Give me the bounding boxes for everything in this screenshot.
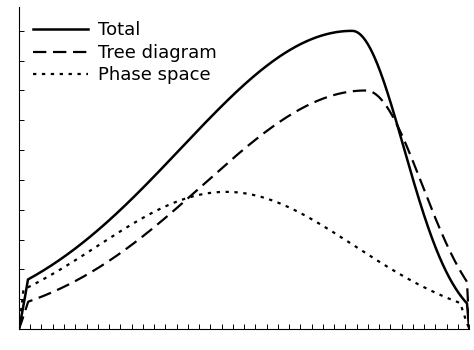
Tree diagram bbox=[453, 261, 459, 266]
Total bbox=[371, 54, 376, 58]
Total bbox=[466, 327, 472, 331]
Total bbox=[454, 288, 459, 292]
Line: Phase space: Phase space bbox=[19, 192, 469, 329]
Phase space bbox=[223, 190, 229, 194]
Tree diagram bbox=[371, 91, 376, 95]
Total bbox=[349, 29, 355, 33]
Legend: Total, Tree diagram, Phase space: Total, Tree diagram, Phase space bbox=[28, 16, 223, 90]
Phase space bbox=[371, 256, 376, 260]
Total bbox=[453, 287, 459, 292]
Tree diagram bbox=[466, 327, 472, 331]
Total bbox=[235, 88, 241, 92]
Phase space bbox=[16, 327, 22, 331]
Phase space bbox=[235, 190, 241, 195]
Phase space bbox=[466, 327, 472, 331]
Tree diagram bbox=[363, 89, 368, 93]
Line: Tree diagram: Tree diagram bbox=[19, 91, 469, 329]
Total bbox=[16, 327, 22, 331]
Phase space bbox=[453, 299, 459, 303]
Phase space bbox=[223, 190, 229, 194]
Line: Total: Total bbox=[19, 31, 469, 329]
Total bbox=[39, 269, 45, 273]
Tree diagram bbox=[39, 294, 45, 299]
Phase space bbox=[39, 278, 45, 282]
Tree diagram bbox=[235, 152, 241, 156]
Total bbox=[223, 100, 229, 104]
Tree diagram bbox=[223, 162, 229, 167]
Tree diagram bbox=[16, 327, 22, 331]
Phase space bbox=[454, 300, 459, 304]
Tree diagram bbox=[454, 262, 459, 266]
